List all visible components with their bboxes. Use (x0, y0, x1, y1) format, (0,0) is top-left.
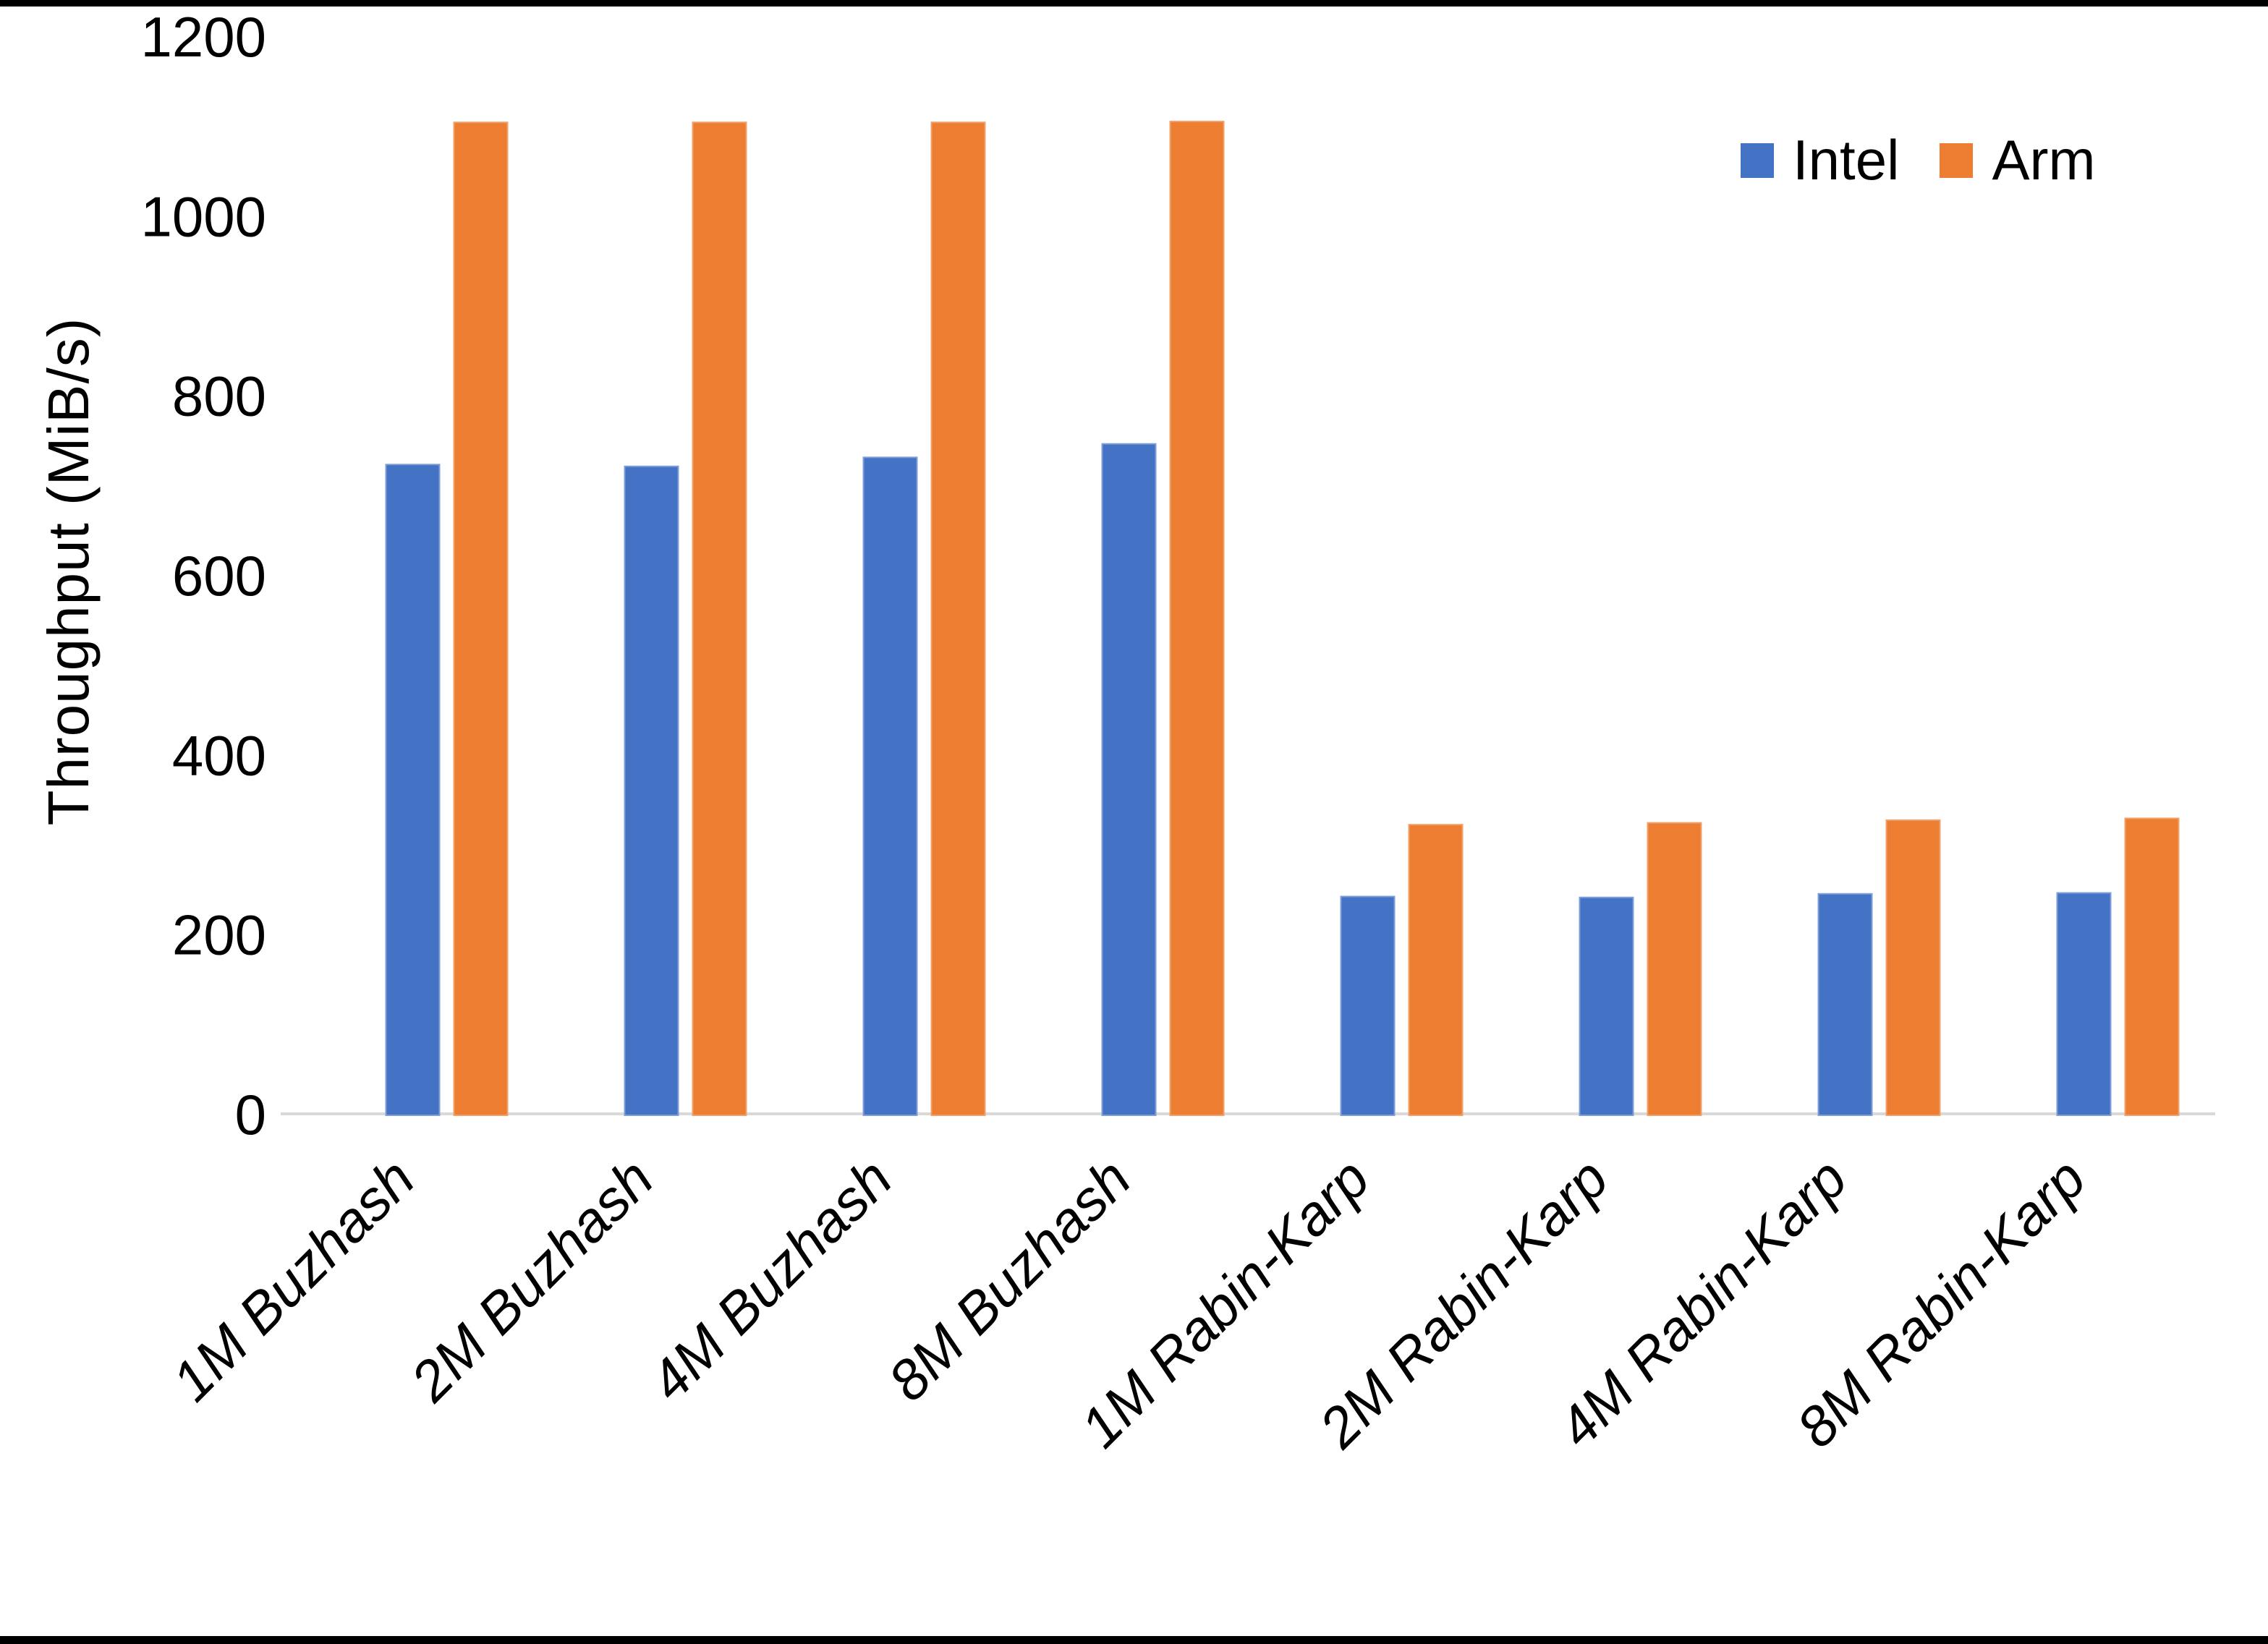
top-frame-bar (0, 0, 2268, 7)
bar-intel-4m-rabin-karp (1817, 893, 1873, 1116)
bar-intel-2m-buzhash (624, 465, 679, 1116)
bottom-frame-bar (0, 1636, 2268, 1644)
bar-arm-4m-buzhash (930, 122, 986, 1117)
y-tick-label-800: 800 (172, 365, 266, 428)
bar-arm-1m-rabin-karp (1408, 824, 1464, 1117)
y-tick-label-600: 600 (172, 544, 266, 608)
legend: Intel Arm (1741, 127, 2095, 193)
intel-swatch-icon (1741, 142, 1774, 178)
x-category-label-1m-buzhash: 1M Buzhash (160, 1146, 427, 1413)
bar-arm-2m-buzhash (692, 122, 747, 1117)
x-category-label-8m-buzhash: 8M Buzhash (876, 1146, 1143, 1413)
legend-label-intel: Intel (1793, 128, 1900, 192)
arm-swatch-icon (1940, 142, 1974, 178)
y-tick-label-200: 200 (172, 903, 266, 967)
y-tick-label-400: 400 (172, 723, 266, 787)
bar-arm-1m-buzhash (453, 122, 509, 1117)
bar-intel-1m-buzhash (385, 464, 441, 1116)
bar-arm-8m-rabin-karp (2124, 817, 2180, 1117)
y-tick-label-1000: 1000 (140, 184, 266, 248)
bar-arm-8m-buzhash (1169, 120, 1225, 1116)
legend-item-arm: Arm (1940, 127, 2095, 193)
y-tick-label-0: 0 (235, 1083, 266, 1146)
y-tick-label-1200: 1200 (140, 5, 266, 69)
x-category-label-2m-buzhash: 2M Buzhash (398, 1146, 666, 1414)
bar-intel-1m-rabin-karp (1340, 895, 1396, 1117)
bar-intel-8m-buzhash (1101, 443, 1157, 1116)
bar-intel-2m-rabin-karp (1579, 896, 1634, 1116)
bar-intel-4m-buzhash (862, 456, 918, 1116)
legend-label-arm: Arm (1992, 128, 2096, 192)
legend-item-intel: Intel (1741, 127, 1899, 193)
y-axis-title: Throughput (MiB/s) (36, 317, 101, 826)
x-category-label-4m-buzhash: 4M Buzhash (637, 1146, 904, 1413)
bar-arm-4m-rabin-karp (1885, 819, 1941, 1116)
bar-intel-8m-rabin-karp (2056, 892, 2112, 1117)
bar-arm-2m-rabin-karp (1647, 822, 1702, 1116)
